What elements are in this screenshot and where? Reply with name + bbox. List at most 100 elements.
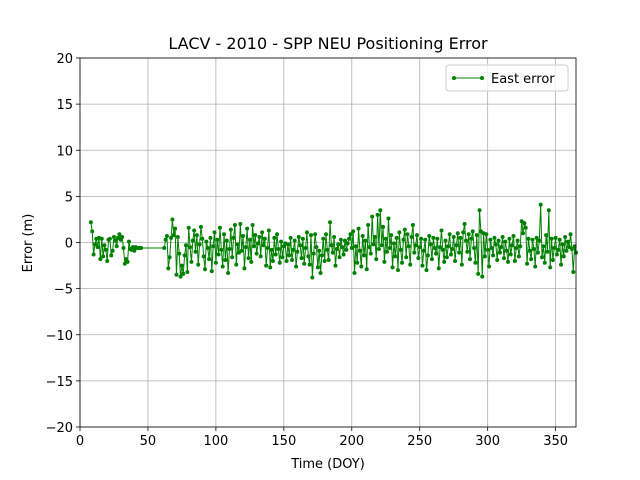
point [265, 246, 270, 251]
point [439, 228, 444, 233]
x-tick-label: 200 [339, 434, 364, 449]
point [440, 247, 445, 252]
point [304, 230, 309, 235]
point [402, 227, 407, 232]
point [257, 234, 262, 239]
point [364, 267, 369, 272]
point [113, 238, 118, 243]
point [370, 214, 375, 219]
point [389, 233, 394, 238]
point [492, 235, 497, 240]
point [438, 245, 443, 250]
point [541, 244, 546, 249]
point [379, 243, 384, 248]
point [444, 255, 449, 260]
point [563, 234, 568, 239]
point [262, 236, 267, 241]
point [353, 244, 358, 249]
point [294, 264, 299, 269]
point [455, 231, 460, 236]
point [522, 221, 527, 226]
point [203, 267, 208, 272]
point [90, 229, 95, 234]
point [466, 232, 471, 237]
point [171, 233, 176, 238]
point [347, 236, 352, 241]
point [196, 262, 201, 267]
point [322, 258, 327, 263]
point [451, 234, 456, 239]
point [186, 225, 191, 230]
point [535, 250, 540, 255]
point [251, 244, 256, 249]
point [534, 235, 539, 240]
point [109, 253, 114, 258]
point [368, 251, 373, 256]
point [189, 259, 194, 264]
point [287, 253, 292, 258]
point [222, 232, 227, 237]
point [383, 236, 388, 241]
point [254, 251, 259, 256]
point [181, 271, 186, 276]
point [111, 234, 116, 239]
point [457, 250, 462, 255]
point [355, 260, 360, 265]
point [427, 234, 432, 239]
point [506, 259, 511, 264]
point [435, 236, 440, 241]
point [323, 232, 328, 237]
point [117, 232, 122, 237]
y-tick-label: 20 [56, 52, 73, 67]
point [205, 246, 210, 251]
point [540, 255, 545, 260]
point [480, 274, 485, 279]
point [415, 233, 420, 238]
point [482, 254, 487, 259]
point [230, 255, 235, 260]
point [183, 243, 188, 248]
point [390, 265, 395, 270]
point [325, 247, 330, 252]
point [204, 239, 209, 244]
point [549, 236, 554, 241]
point [391, 241, 396, 246]
point [431, 235, 436, 240]
point [511, 234, 516, 239]
point [425, 253, 430, 258]
point [351, 229, 356, 234]
point [385, 249, 390, 254]
point [453, 258, 458, 263]
point [334, 246, 339, 251]
point [461, 230, 466, 235]
point [170, 217, 175, 222]
point [357, 248, 362, 253]
point [319, 253, 324, 258]
point [371, 242, 376, 247]
point [238, 222, 243, 227]
plot-frame [79, 57, 577, 428]
point [434, 251, 439, 256]
point [246, 256, 251, 261]
x-tick-label: 350 [543, 434, 568, 449]
point [201, 254, 206, 259]
point [166, 266, 171, 271]
point [200, 236, 205, 241]
point [420, 263, 425, 268]
point [215, 237, 220, 242]
point [491, 253, 496, 258]
point [489, 246, 494, 251]
point [139, 246, 144, 251]
point [110, 248, 115, 253]
point [99, 236, 104, 241]
y-tick-label: 5 [65, 190, 73, 205]
point [103, 247, 108, 252]
point [340, 245, 345, 250]
point [329, 243, 334, 248]
point [284, 258, 289, 263]
point [182, 253, 187, 258]
point [421, 248, 426, 253]
point [398, 247, 403, 252]
point [436, 266, 441, 271]
point [412, 250, 417, 255]
